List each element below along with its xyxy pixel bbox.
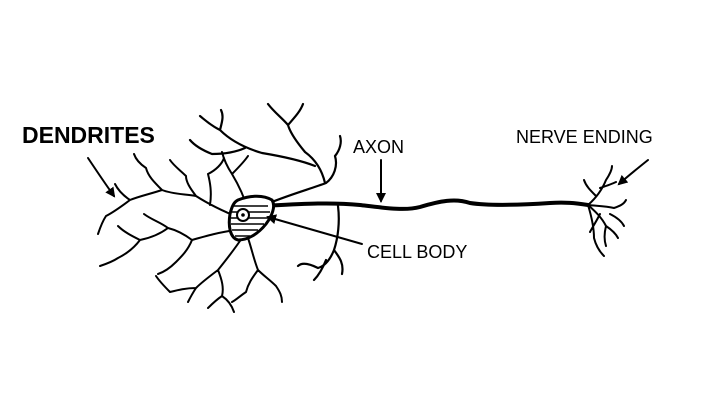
dendrites [97, 151, 283, 313]
cell-body-arrow [266, 214, 363, 245]
nerve-ending-branches [583, 165, 627, 257]
label-dendrites: DENDRITES [22, 122, 155, 148]
label-cell-body: CELL BODY [367, 242, 467, 262]
label-axon: AXON [353, 137, 404, 157]
upper-process [188, 102, 342, 208]
axon-line [260, 198, 590, 211]
label-nerve-ending: NERVE ENDING [516, 127, 653, 147]
cell-body [227, 194, 276, 242]
lower-process [296, 204, 344, 282]
nucleolus [241, 213, 245, 217]
nerve-ending-arrow [617, 159, 649, 186]
dendrites-arrow [87, 157, 116, 198]
